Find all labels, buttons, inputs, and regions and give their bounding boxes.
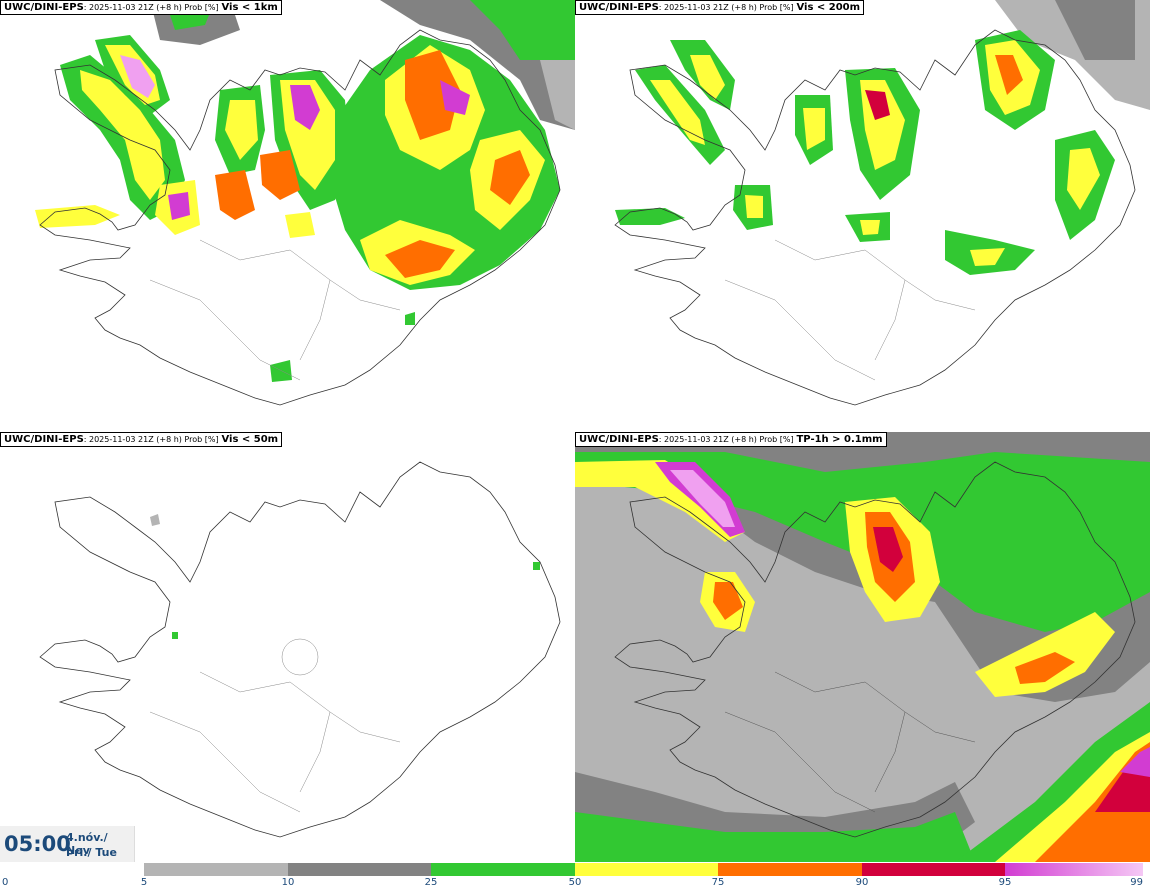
colorbar-tick-label: 90	[855, 877, 869, 888]
panel-vis-50m: UWC/DINI-EPS: 2025-11-03 21Z (+8 h) Prob…	[0, 432, 575, 862]
coastline-outline	[39, 461, 561, 838]
colorbar-tick-label: 95	[998, 877, 1012, 888]
region-boundaries	[149, 638, 401, 813]
panel-meta: : 2025-11-03 21Z (+8 h) Prob [%]	[658, 3, 794, 12]
panel-variable: Vis < 50m	[221, 434, 279, 445]
colorbar-tick-label: 99	[1130, 877, 1143, 888]
panel-meta: : 2025-11-03 21Z (+8 h) Prob [%]	[658, 435, 794, 444]
panel-title: UWC/DINI-EPS: 2025-11-03 21Z (+8 h) Prob…	[575, 0, 865, 15]
panel-variable: Vis < 200m	[796, 2, 861, 13]
panel-source: UWC/DINI-EPS	[579, 2, 659, 13]
panel-meta: : 2025-11-03 21Z (+8 h) Prob [%]	[83, 3, 219, 12]
panel-tp-1h: UWC/DINI-EPS: 2025-11-03 21Z (+8 h) Prob…	[575, 432, 1150, 862]
cloud-prob-field	[35, 0, 575, 382]
colorbar-segment	[1005, 863, 1143, 876]
panel-source: UWC/DINI-EPS	[4, 434, 84, 445]
panel-title: UWC/DINI-EPS: 2025-11-03 21Z (+8 h) Prob…	[0, 432, 283, 447]
panel-title: UWC/DINI-EPS: 2025-11-03 21Z (+8 h) Prob…	[0, 0, 282, 15]
colorbar-segment	[718, 863, 862, 876]
colorbar	[144, 863, 1150, 876]
region-boundaries	[724, 239, 976, 381]
region-boundaries	[724, 671, 976, 813]
panel-variable: Vis < 1km	[221, 2, 278, 13]
colorbar-segment	[288, 863, 431, 876]
map-vis-1km	[35, 0, 575, 406]
panel-source: UWC/DINI-EPS	[4, 2, 84, 13]
colorbar-segment	[862, 863, 1005, 876]
colorbar-tick-label: 0	[2, 877, 9, 888]
cloud-prob-field	[150, 514, 540, 639]
panel-meta: : 2025-11-03 21Z (+8 h) Prob [%]	[83, 435, 219, 444]
panel-vis-200m: UWC/DINI-EPS: 2025-11-03 21Z (+8 h) Prob…	[575, 0, 1150, 430]
colorbar-segment	[144, 863, 288, 876]
colorbar-tick-label: 75	[711, 877, 725, 888]
panel-source: UWC/DINI-EPS	[579, 434, 659, 445]
map-vis-200m	[614, 0, 1150, 406]
colorbar-tick-label: 50	[568, 877, 582, 888]
valid-date: 4.nóv./ Nov	[66, 831, 108, 857]
map-vis-50m	[39, 461, 561, 838]
cloud-prob-field	[615, 0, 1150, 275]
panel-variable: TP-1h > 0.1mm	[796, 434, 883, 445]
colorbar-tick-label: 25	[424, 877, 438, 888]
region-boundaries	[149, 239, 401, 381]
valid-weekday: Þri./ Tue	[66, 846, 117, 859]
colorbar-segment	[431, 863, 575, 876]
valid-time-box: 05:00 4.nóv./ Nov Þri./ Tue	[0, 826, 135, 862]
panel-title: UWC/DINI-EPS: 2025-11-03 21Z (+8 h) Prob…	[575, 432, 887, 447]
colorbar-tick-label: 10	[281, 877, 295, 888]
panel-vis-1km: UWC/DINI-EPS: 2025-11-03 21Z (+8 h) Prob…	[0, 0, 575, 430]
valid-time: 05:00	[4, 832, 71, 856]
colorbar-tick-label: 5	[140, 877, 148, 888]
precip-prob-field	[575, 432, 1150, 862]
map-tp-1h	[575, 432, 1150, 862]
colorbar-segment	[575, 863, 718, 876]
